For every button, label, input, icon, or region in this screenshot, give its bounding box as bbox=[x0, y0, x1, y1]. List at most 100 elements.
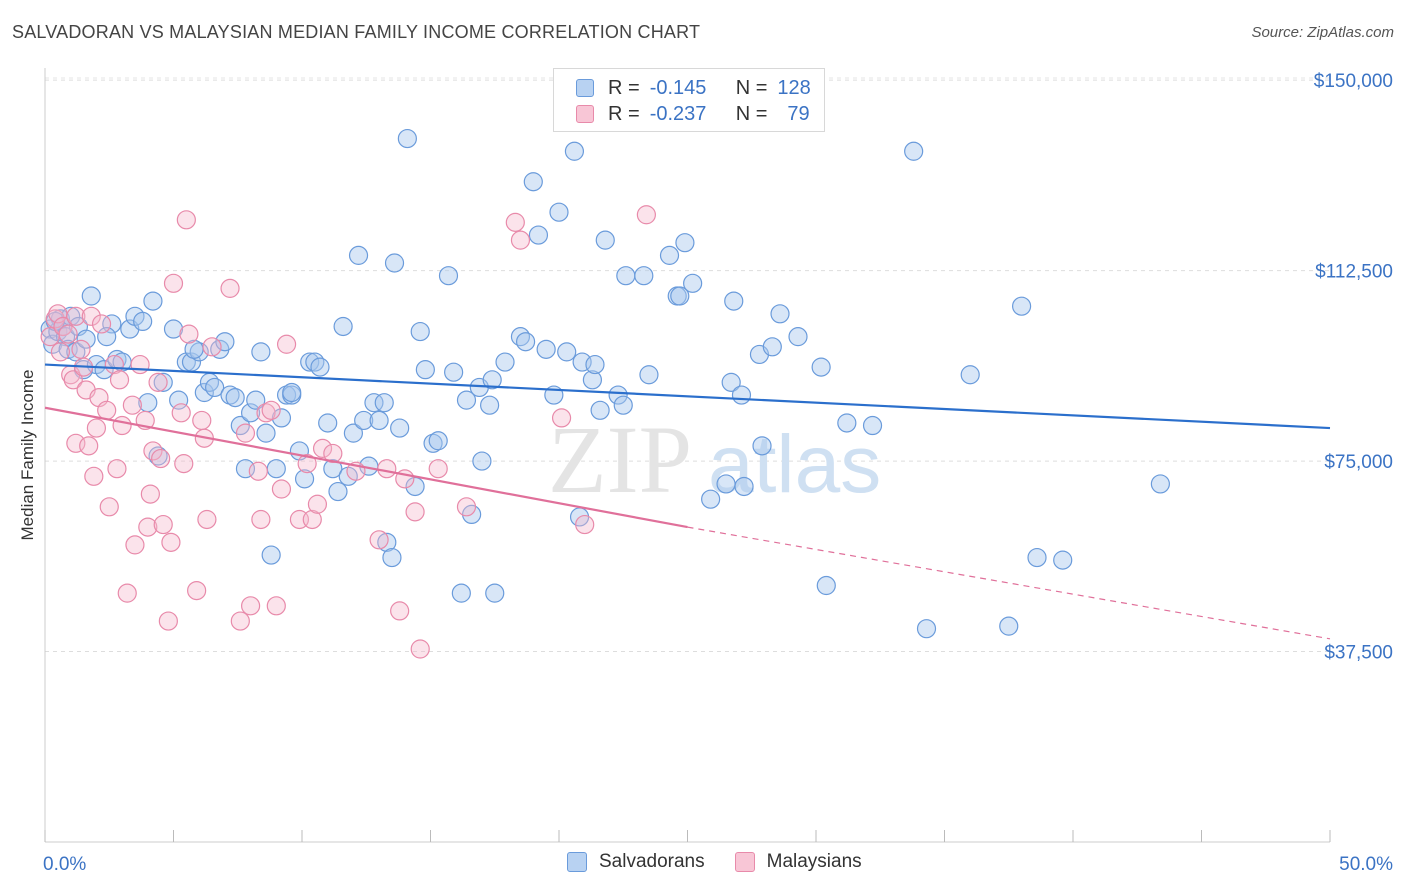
y-tick-label: $150,000 bbox=[1314, 71, 1393, 92]
salvadoran-point bbox=[480, 395, 500, 415]
y-tick-label: $112,500 bbox=[1315, 262, 1393, 283]
malaysian-point bbox=[148, 372, 168, 392]
malaysian-point bbox=[271, 479, 292, 499]
malaysian-point bbox=[117, 583, 137, 603]
salvadoran-point bbox=[300, 352, 320, 372]
salvadoran-point bbox=[225, 387, 245, 408]
malaysian-point bbox=[84, 466, 104, 486]
salvadoran-point bbox=[811, 357, 831, 377]
malaysian-point bbox=[276, 334, 297, 354]
salvadoran-point bbox=[523, 172, 543, 192]
salvadoran-point bbox=[348, 245, 369, 265]
salvadoran-point bbox=[81, 286, 101, 306]
salvadoran-point bbox=[276, 385, 297, 405]
legend-r-label: R = bbox=[608, 76, 640, 99]
salvadoran-point bbox=[731, 385, 752, 405]
salvadoran-point bbox=[515, 332, 536, 352]
gridlines bbox=[45, 77, 1330, 653]
malaysian-point bbox=[153, 514, 173, 535]
salvadoran-point bbox=[97, 327, 117, 347]
series-legend: Salvadorans Malaysians bbox=[567, 851, 892, 873]
correlation-legend: R = -0.145 N = 128 R = -0.237 N = 79 bbox=[553, 68, 825, 132]
salvadoran-trend-line bbox=[44, 363, 1331, 430]
x-tick-labels: 0.0% 50.0% bbox=[43, 854, 1393, 875]
malaysian-point bbox=[297, 454, 317, 474]
salvadoran-point bbox=[1027, 547, 1047, 568]
legend-r-value-salvadoran: -0.145 bbox=[649, 76, 707, 99]
salvadoran-point bbox=[256, 423, 276, 443]
salvadoran-point bbox=[549, 202, 569, 222]
salvadoran-point bbox=[639, 365, 659, 385]
salvadoran-point bbox=[318, 413, 338, 433]
salvadoran-points bbox=[40, 128, 1170, 639]
malaysian-point bbox=[99, 497, 119, 517]
malaysian-point bbox=[138, 517, 158, 537]
malaysian-point bbox=[171, 403, 191, 423]
salvadoran-point bbox=[634, 266, 654, 286]
malaysian-point bbox=[66, 306, 86, 326]
malaysian-point bbox=[202, 337, 222, 357]
salvadoran-point bbox=[323, 459, 343, 479]
malaysian-point bbox=[130, 354, 150, 375]
axes bbox=[44, 68, 1331, 843]
malaysian-point bbox=[79, 436, 99, 456]
malaysian-point bbox=[197, 509, 217, 530]
chart-source: Source: ZipAtlas.com bbox=[1251, 24, 1394, 41]
salvadoran-point bbox=[94, 360, 114, 380]
y-tick-label: $37,500 bbox=[1324, 643, 1393, 664]
salvadoran-point bbox=[374, 393, 394, 413]
watermark-zip: ZIP bbox=[548, 406, 692, 513]
salvadoran-point bbox=[659, 245, 680, 265]
legend-item-salvadorans[interactable]: Salvadorans bbox=[567, 851, 705, 873]
salvadoran-point bbox=[590, 400, 610, 420]
malaysian-point bbox=[302, 509, 322, 530]
legend-item-malaysians[interactable]: Malaysians bbox=[734, 851, 862, 873]
salvadoran-point bbox=[66, 342, 86, 362]
malaysian-trend-line bbox=[44, 406, 688, 529]
salvadoran-point bbox=[485, 583, 505, 603]
salvadoran-point bbox=[294, 469, 315, 489]
salvadoran-point bbox=[444, 362, 464, 382]
malaysian-point bbox=[575, 514, 595, 535]
salvadoran-point bbox=[333, 316, 353, 337]
salvadoran-point bbox=[189, 342, 209, 362]
legend-row-malaysian: R = -0.237 N = 79 bbox=[576, 102, 810, 126]
salvadoran-point bbox=[438, 266, 459, 286]
malaysian-point bbox=[143, 441, 163, 461]
malaysian-point bbox=[636, 205, 656, 225]
salvadoran-point bbox=[716, 474, 736, 494]
malaysian-point bbox=[122, 395, 142, 415]
legend-n-value-salvadoran: 128 bbox=[777, 76, 811, 99]
salvadoran-point bbox=[536, 339, 556, 359]
watermark-atlas: atlas bbox=[708, 419, 881, 510]
malaysian-point bbox=[58, 324, 78, 344]
legend-row-salvadoran: R = -0.145 N = 128 bbox=[576, 76, 811, 100]
malaysian-point bbox=[241, 596, 261, 616]
salvadoran-point bbox=[585, 354, 605, 375]
malaysian-point bbox=[551, 408, 572, 428]
salvadoran-point bbox=[143, 291, 163, 311]
malaysian-point bbox=[266, 596, 286, 616]
salvadoran-point bbox=[1011, 296, 1032, 316]
malaysian-point bbox=[390, 601, 410, 621]
salvadoran-point bbox=[194, 382, 214, 403]
malaysian-point bbox=[163, 273, 184, 293]
malaysian-point bbox=[369, 530, 389, 550]
salvadoran-point bbox=[282, 382, 302, 403]
malaysian-point bbox=[220, 278, 240, 298]
malaysian-point bbox=[176, 210, 196, 230]
malaysian-point bbox=[410, 639, 430, 659]
salvadoran-point bbox=[472, 451, 492, 471]
salvadoran-point bbox=[354, 410, 374, 431]
malaysian-trend-line-extrapolated bbox=[687, 526, 1331, 640]
malaysian-point bbox=[377, 459, 397, 479]
legend-swatch-salvadoran bbox=[576, 79, 594, 97]
malaysian-point bbox=[45, 309, 65, 329]
legend-swatch-salvadorans bbox=[567, 852, 587, 872]
salvadoran-point bbox=[261, 545, 281, 565]
x-tick-label: 50.0% bbox=[1339, 854, 1393, 875]
malaysian-point bbox=[307, 494, 328, 514]
malaysian-point bbox=[428, 459, 448, 479]
salvadoran-point bbox=[382, 547, 402, 568]
